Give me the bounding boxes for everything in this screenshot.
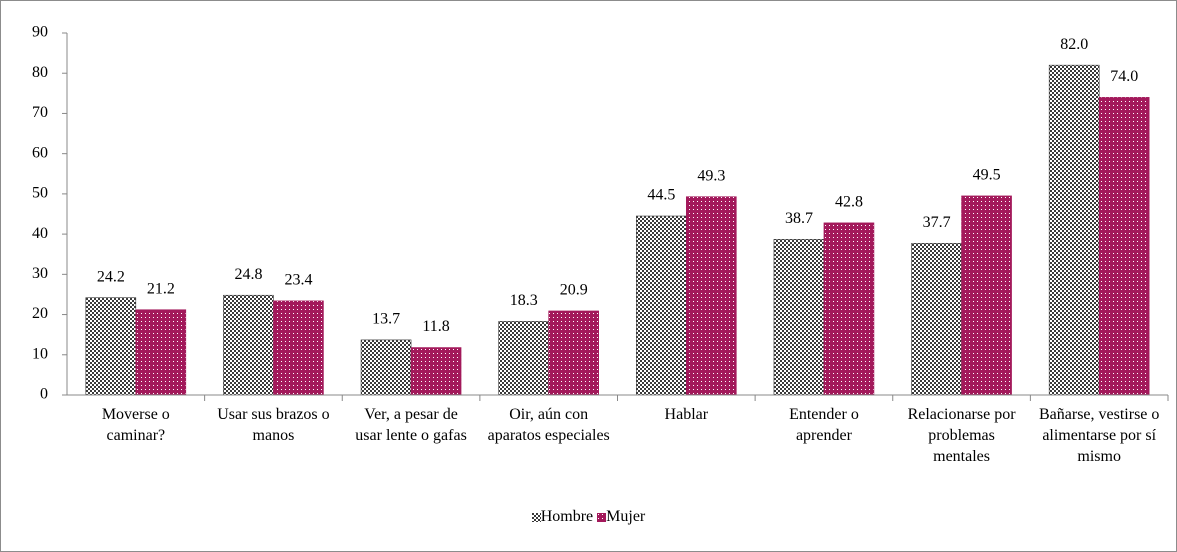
bar (498, 321, 549, 396)
bar (135, 309, 187, 396)
bar (773, 239, 825, 396)
value-label: 42.8 (835, 194, 863, 211)
bar (1098, 97, 1150, 396)
legend-item: Mujer (597, 508, 645, 525)
x-tick-label: Ver, a pesar de usar lente o gafas (355, 406, 467, 444)
bar (85, 297, 137, 396)
x-tick-label: Entender o aprender (789, 406, 859, 444)
value-label: 24.8 (234, 266, 262, 283)
y-tick-label: 30 (32, 265, 48, 282)
value-label: 74.0 (1110, 68, 1138, 85)
bar (273, 300, 324, 396)
value-label: 20.9 (560, 282, 588, 299)
bar (961, 195, 1012, 396)
value-label: 49.3 (697, 167, 725, 184)
legend-item: Hombre (531, 508, 594, 525)
value-label: 18.3 (510, 292, 538, 309)
value-label: 11.8 (422, 318, 449, 335)
value-label: 13.7 (372, 311, 400, 328)
value-label: 23.4 (284, 272, 312, 289)
legend-swatch (531, 513, 541, 522)
y-tick-label: 20 (32, 305, 48, 322)
legend-swatch-fill (597, 513, 607, 522)
legend: Hombre Mujer (0, 508, 1177, 526)
legend-swatch (597, 513, 607, 522)
value-label: 44.5 (647, 187, 675, 204)
y-tick-label: 90 (32, 24, 48, 41)
bar (823, 222, 875, 396)
legend-swatch-fill (531, 513, 541, 522)
bar (911, 243, 962, 396)
y-tick-label: 70 (32, 104, 48, 121)
y-tick-label: 0 (40, 386, 48, 403)
y-tick-label: 50 (32, 185, 48, 202)
value-label: 21.2 (147, 280, 175, 297)
value-label: 24.2 (97, 268, 125, 285)
y-tick-label: 10 (32, 345, 48, 362)
x-tick-label: Moverse o caminar? (101, 406, 170, 444)
y-tick-label: 80 (32, 64, 48, 81)
value-label: 38.7 (785, 210, 813, 227)
bar (548, 310, 599, 396)
bar (223, 294, 274, 396)
y-tick-label: 60 (32, 144, 48, 161)
x-tick-label: Oir, aún con aparatos especiales (487, 406, 610, 444)
value-label: 82.0 (1060, 36, 1088, 53)
x-tick-label: Relacionarse por problemas mentales (907, 406, 1016, 465)
legend-label: Mujer (606, 508, 646, 525)
legend-label: Hombre (540, 508, 594, 525)
value-label: 37.7 (923, 214, 951, 231)
value-label: 49.5 (973, 167, 1001, 184)
y-tick-label: 40 (32, 225, 48, 242)
bar (686, 196, 737, 396)
x-tick-label: Usar sus brazos o manos (217, 406, 330, 444)
x-tick-label: Bañarse, vestirse o alimentarse por sí m… (1038, 406, 1160, 465)
bar (636, 215, 687, 396)
x-tick-label: Hablar (664, 406, 709, 423)
bar (360, 339, 412, 396)
bar (1048, 64, 1100, 396)
bar (410, 347, 462, 396)
